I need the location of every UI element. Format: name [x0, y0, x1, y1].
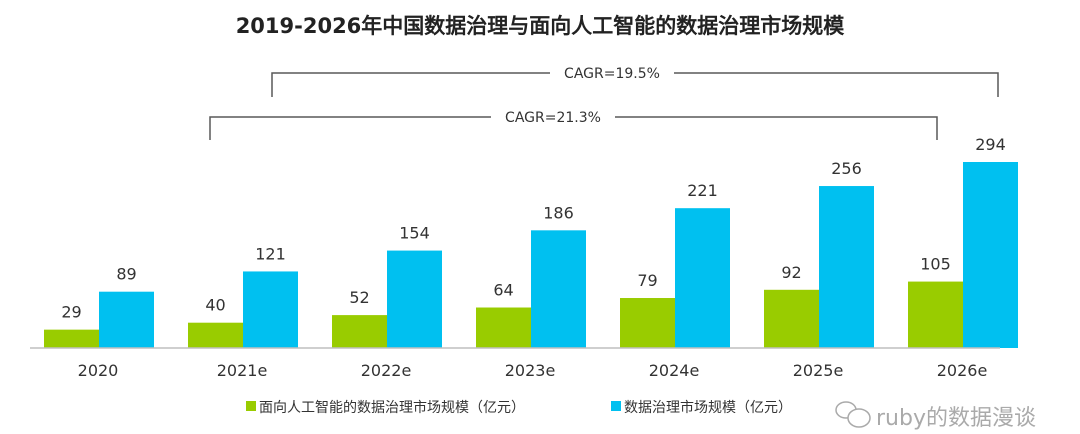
- bar-ai-data-governance: [476, 307, 531, 348]
- chart-title: 2019-2026年中国数据治理与面向人工智能的数据治理市场规模: [236, 14, 846, 38]
- bar-ai-data-governance: [764, 289, 819, 348]
- data-label: 294: [975, 135, 1006, 154]
- data-label: 186: [543, 203, 574, 222]
- data-label: 89: [116, 265, 136, 284]
- x-tick-label: 2026e: [937, 361, 988, 380]
- bar-data-governance: [819, 186, 874, 348]
- data-label: 92: [781, 263, 801, 282]
- legend-swatch: [611, 401, 621, 411]
- data-label: 221: [687, 181, 718, 200]
- x-tick-label: 2021e: [217, 361, 268, 380]
- data-label: 29: [61, 303, 81, 322]
- watermark: ruby的数据漫谈: [835, 401, 1036, 431]
- legend-label: 数据治理市场规模（亿元）: [624, 399, 792, 416]
- bar-ai-data-governance: [908, 281, 963, 348]
- wechat-icon: [835, 401, 871, 428]
- cagr-label: CAGR=19.5%: [564, 66, 660, 82]
- bar-data-governance: [675, 208, 730, 348]
- bar-ai-data-governance: [188, 322, 243, 348]
- x-tick-label: 2025e: [793, 361, 844, 380]
- bar-ai-data-governance: [620, 298, 675, 348]
- data-label: 154: [399, 224, 430, 243]
- x-tick-label: 2023e: [505, 361, 556, 380]
- bar-data-governance: [99, 291, 154, 348]
- bar-data-governance: [963, 162, 1018, 348]
- cagr-bracket: [271, 72, 999, 97]
- x-tick-label: 2024e: [649, 361, 700, 380]
- bar-data-governance: [243, 271, 298, 348]
- data-label: 79: [637, 271, 657, 290]
- cagr-label: CAGR=21.3%: [505, 110, 601, 126]
- data-label: 64: [493, 281, 513, 300]
- data-label: 52: [349, 288, 369, 307]
- cagr-bracket: [209, 116, 938, 140]
- data-label: 121: [255, 244, 286, 263]
- legend-swatch: [246, 401, 256, 411]
- bar-data-governance: [387, 250, 442, 348]
- data-label: 40: [205, 296, 225, 315]
- bar-data-governance: [531, 230, 586, 348]
- data-label: 256: [831, 159, 862, 178]
- data-label: 105: [920, 255, 951, 274]
- x-tick-label: 2020: [78, 361, 119, 380]
- x-tick-label: 2022e: [361, 361, 412, 380]
- watermark-text: ruby的数据漫谈: [876, 406, 1036, 431]
- bar-ai-data-governance: [332, 315, 387, 348]
- legend-label: 面向人工智能的数据治理市场规模（亿元）: [259, 399, 525, 416]
- bar-ai-data-governance: [44, 329, 99, 348]
